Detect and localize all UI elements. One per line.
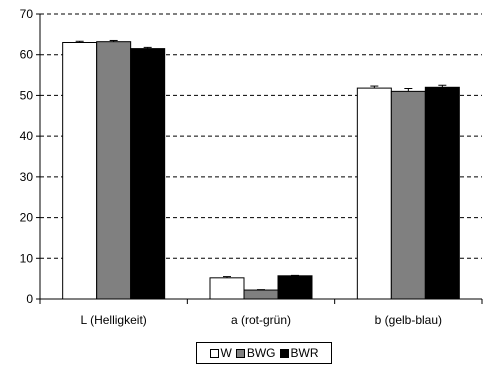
bar-w-1 [209, 277, 245, 300]
bar-bwg-2 [390, 90, 426, 300]
y-tick-label: 70 [20, 7, 34, 21]
bar-w-0 [62, 42, 98, 300]
bar-bwr-0 [130, 48, 166, 300]
legend-swatch-bwg [235, 348, 245, 358]
legend-swatch-bwr [279, 348, 289, 358]
legend-item-bwr: BWR [279, 346, 319, 360]
x-tick-label: L (Helligkeit) [81, 313, 147, 327]
y-tick-label: 40 [20, 129, 34, 143]
legend-label-bwg: BWG [246, 346, 276, 360]
y-tick-label: 60 [20, 48, 34, 62]
y-tick-label: 50 [20, 88, 34, 102]
legend-item-w: W [209, 346, 232, 360]
x-tick-label: b (gelb-blau) [375, 313, 442, 327]
bar-w-2 [356, 87, 392, 300]
y-tick-label: 20 [20, 211, 34, 225]
legend: W BWG BWR [196, 342, 332, 364]
bar-bwg-1 [243, 289, 279, 300]
bar-bwg-0 [96, 41, 132, 300]
legend-swatch-w [209, 348, 219, 358]
y-tick-label: 10 [20, 251, 34, 265]
x-tick-label: a (rot-grün) [231, 313, 291, 327]
legend-item-bwg: BWG [235, 346, 276, 360]
bar-bwr-2 [424, 86, 460, 300]
legend-label-w: W [220, 346, 232, 360]
bars [62, 39, 460, 300]
bar-bwr-1 [277, 275, 313, 300]
legend-label-bwr: BWR [290, 346, 319, 360]
axis-labels: 0 10 20 30 40 50 60 70 L (Helligkeit) a (rot-grün… [20, 7, 442, 327]
y-tick-label: 0 [26, 292, 33, 306]
y-tick-label: 30 [20, 170, 34, 184]
